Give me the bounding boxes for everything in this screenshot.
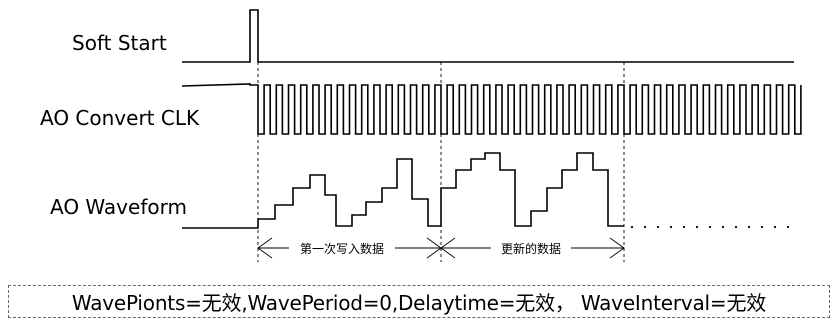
updated-data-label: 更新的数据 xyxy=(501,241,561,256)
parameter-note: WavePionts=无效,WavePeriod=0,Delaytime=无效，… xyxy=(71,291,767,315)
ao-waveform-signal xyxy=(182,152,624,229)
continuation-dot xyxy=(682,225,686,229)
continuation-dot xyxy=(773,225,777,229)
continuation-dot xyxy=(656,225,660,229)
continuation-dot xyxy=(734,225,738,229)
waveform-continuation-dots xyxy=(630,225,790,229)
updated-data-arrow: 更新的数据 xyxy=(440,237,625,259)
continuation-dot xyxy=(695,225,699,229)
continuation-dot xyxy=(708,225,712,229)
continuation-dot xyxy=(643,225,647,229)
parameter-note-box: WavePionts=无效,WavePeriod=0,Delaytime=无效，… xyxy=(8,285,830,318)
continuation-dot xyxy=(721,225,725,229)
soft-start-label: Soft Start xyxy=(72,31,167,55)
continuation-dot xyxy=(669,225,673,229)
first-write-arrow: 第一次写入数据 xyxy=(257,237,442,259)
continuation-dot xyxy=(630,225,634,229)
ao-convert-clk-label: AO Convert CLK xyxy=(40,106,200,130)
first-write-label: 第一次写入数据 xyxy=(300,241,384,256)
ao-convert-clk-signal xyxy=(181,83,802,135)
ao-waveform-label: AO Waveform xyxy=(50,195,187,219)
soft-start-signal xyxy=(182,9,794,63)
continuation-dot xyxy=(760,225,764,229)
continuation-dot xyxy=(747,225,751,229)
continuation-dot xyxy=(786,225,790,229)
